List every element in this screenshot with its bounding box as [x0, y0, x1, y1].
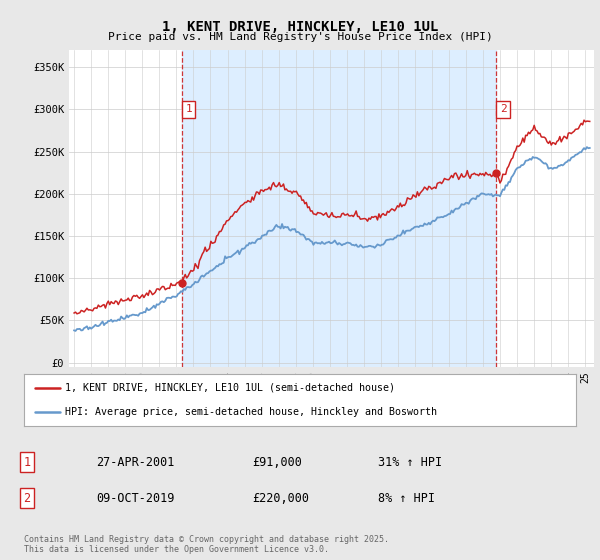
Text: 8% ↑ HPI: 8% ↑ HPI — [378, 492, 435, 505]
Text: 27-APR-2001: 27-APR-2001 — [96, 455, 175, 469]
Text: 1, KENT DRIVE, HINCKLEY, LE10 1UL: 1, KENT DRIVE, HINCKLEY, LE10 1UL — [162, 20, 438, 34]
Text: HPI: Average price, semi-detached house, Hinckley and Bosworth: HPI: Average price, semi-detached house,… — [65, 407, 437, 417]
Text: 1: 1 — [185, 105, 192, 114]
Text: 1: 1 — [23, 455, 31, 469]
Text: Price paid vs. HM Land Registry's House Price Index (HPI): Price paid vs. HM Land Registry's House … — [107, 32, 493, 42]
Text: 09-OCT-2019: 09-OCT-2019 — [96, 492, 175, 505]
Text: 1, KENT DRIVE, HINCKLEY, LE10 1UL (semi-detached house): 1, KENT DRIVE, HINCKLEY, LE10 1UL (semi-… — [65, 383, 395, 393]
Text: £91,000: £91,000 — [252, 455, 302, 469]
Text: 2: 2 — [500, 105, 506, 114]
Text: 2: 2 — [23, 492, 31, 505]
Text: Contains HM Land Registry data © Crown copyright and database right 2025.
This d: Contains HM Land Registry data © Crown c… — [24, 535, 389, 554]
Text: £220,000: £220,000 — [252, 492, 309, 505]
Bar — [182, 50, 496, 367]
Text: 31% ↑ HPI: 31% ↑ HPI — [378, 455, 442, 469]
